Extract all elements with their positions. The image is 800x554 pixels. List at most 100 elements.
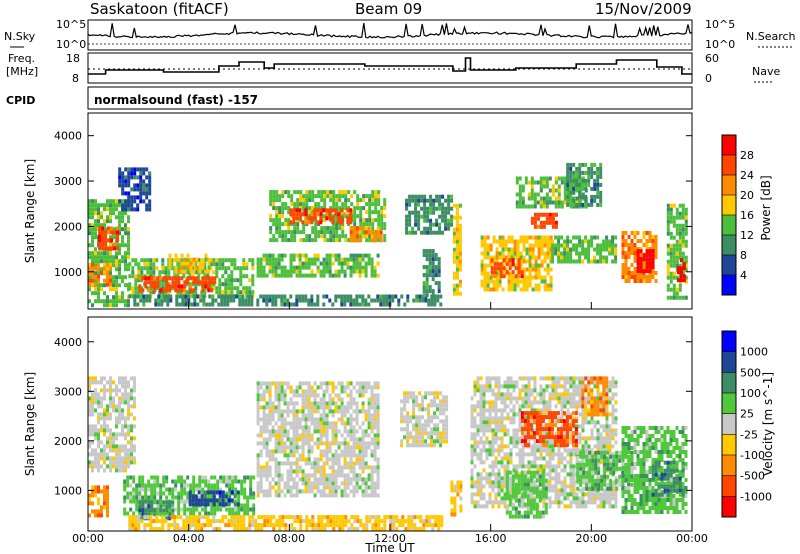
data-cell: [302, 238, 306, 243]
data-cell: [277, 493, 281, 498]
data-cell: [277, 273, 281, 278]
data-cell: [525, 259, 529, 264]
data-cell: [265, 477, 269, 482]
data-cell: [128, 527, 132, 532]
data-cell: [103, 392, 106, 397]
data-cell: [94, 509, 97, 514]
data-cell: [376, 261, 380, 266]
data-cell: [435, 218, 439, 223]
data-cell: [666, 219, 670, 224]
data-cell: [186, 507, 190, 512]
data-cell: [274, 389, 278, 394]
data-cell: [310, 461, 314, 466]
data-cell: [238, 302, 242, 307]
data-cell: [251, 519, 255, 524]
data-cell: [346, 481, 350, 486]
data-cell: [91, 282, 94, 287]
data-cell: [305, 238, 309, 243]
data-cell: [136, 195, 140, 200]
data-cell: [350, 527, 354, 532]
data-cell: [216, 487, 220, 492]
data-cell: [675, 251, 679, 256]
data-cell: [301, 413, 305, 418]
data-cell: [684, 279, 688, 284]
data-cell: [289, 257, 293, 262]
data-cell: [210, 288, 214, 293]
data-cell: [376, 393, 380, 398]
data-cell: [368, 519, 372, 524]
data-cell: [489, 263, 493, 268]
data-cell: [322, 413, 326, 418]
data-cell: [128, 515, 132, 520]
data-cell: [259, 465, 263, 470]
data-cell: [133, 380, 136, 385]
data-cell: [361, 433, 365, 438]
data-cell: [648, 249, 652, 254]
data-cell: [286, 481, 290, 486]
data-cell: [240, 491, 244, 496]
data-cell: [365, 222, 369, 227]
data-cell: [681, 251, 685, 256]
data-cell: [271, 298, 275, 303]
data-cell: [133, 183, 137, 188]
data-cell: [373, 298, 377, 303]
data-cell: [153, 276, 157, 281]
data-cell: [280, 445, 284, 450]
data-cell: [455, 267, 459, 272]
data-cell: [376, 273, 380, 278]
data-cell: [504, 259, 508, 264]
data-cell: [127, 392, 130, 397]
data-cell: [128, 286, 132, 291]
data-cell: [181, 302, 185, 307]
data-cell: [159, 276, 163, 281]
data-cell: [251, 515, 255, 520]
data-cell: [127, 171, 131, 176]
data-cell: [319, 220, 323, 225]
data-cell: [137, 262, 141, 267]
data-cell: [359, 523, 363, 528]
data-cell: [123, 499, 127, 504]
data-cell: [189, 261, 193, 266]
data-cell: [528, 263, 532, 268]
data-cell: [335, 519, 339, 524]
data-cell: [425, 515, 429, 520]
data-cell: [334, 421, 338, 426]
data-cell: [97, 400, 100, 405]
beam-label: Beam 09: [355, 0, 422, 18]
data-cell: [433, 395, 437, 400]
data-cell: [305, 515, 309, 520]
data-cell: [418, 298, 422, 303]
data-cell: [344, 198, 348, 203]
data-cell: [340, 405, 344, 410]
data-cell: [233, 262, 237, 267]
data-cell: [444, 214, 448, 219]
data-cell: [432, 198, 436, 203]
data-cell: [495, 259, 499, 264]
data-cell: [569, 166, 573, 171]
data-cell: [104, 238, 108, 243]
data-cell: [590, 186, 594, 191]
data-cell: [118, 404, 121, 409]
data-cell: [246, 503, 250, 508]
data-cell: [284, 218, 288, 223]
data-cell: [132, 479, 136, 484]
data-cell: [91, 428, 94, 433]
data-cell: [334, 257, 338, 262]
data-cell: [298, 216, 302, 221]
data-cell: [439, 294, 443, 299]
data-cell: [428, 523, 432, 528]
data-cell: [286, 302, 290, 307]
data-cell: [218, 519, 222, 524]
data-cell: [418, 391, 422, 396]
data-cell: [563, 200, 567, 205]
data-cell: [259, 441, 263, 446]
data-cell: [165, 479, 169, 484]
data-cell: [510, 287, 514, 292]
data-cell: [94, 428, 97, 433]
data-cell: [412, 298, 416, 303]
data-cell: [325, 493, 329, 498]
data-cell: [124, 420, 127, 425]
data-cell: [608, 243, 612, 248]
data-cell: [353, 527, 357, 532]
data-cell: [211, 294, 215, 299]
